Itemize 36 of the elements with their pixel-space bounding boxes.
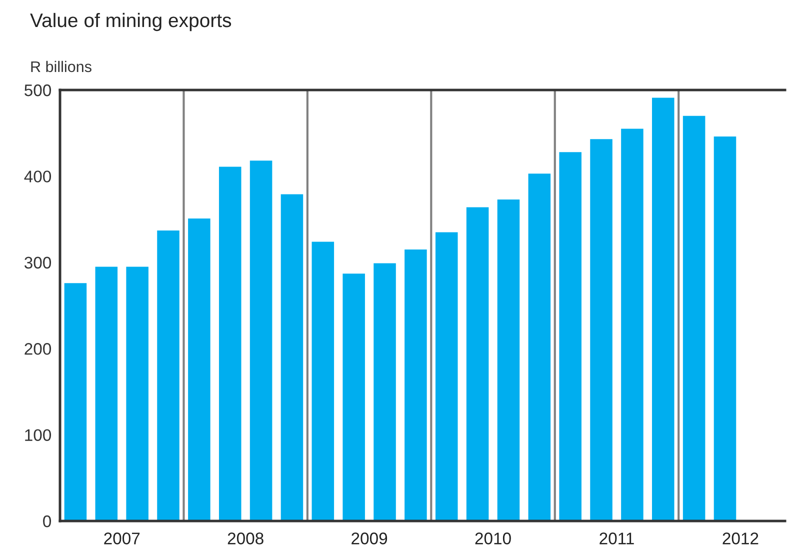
y-tick-label: 0: [43, 515, 52, 528]
x-tick-label: 2010: [475, 532, 511, 544]
y-tick-label: 300: [24, 256, 52, 269]
bar: [342, 274, 365, 521]
y-tick-label: 500: [24, 84, 52, 96]
bar: [218, 166, 242, 521]
x-tick-label: 2008: [228, 532, 264, 544]
bar: [466, 207, 489, 521]
y-tick-label: 400: [24, 170, 52, 182]
bar: [590, 139, 612, 521]
bar: [528, 174, 551, 521]
x-tick-label: 2007: [104, 532, 140, 544]
bar: [126, 266, 148, 521]
y-tick-label: 100: [25, 429, 52, 442]
bar: [64, 283, 87, 521]
bar: [404, 249, 427, 521]
bar: [312, 242, 334, 521]
bar: [652, 98, 674, 521]
bar: [157, 230, 180, 521]
y-tick-label: 200: [24, 343, 52, 355]
x-tick-label: 2009: [352, 532, 388, 544]
bar: [435, 232, 458, 521]
bar: [559, 152, 582, 521]
bar: [497, 199, 520, 521]
chart-title: Value of mining exports: [30, 12, 232, 32]
y-axis-title: R billions: [31, 60, 92, 72]
bar: [95, 266, 118, 521]
bar: [621, 128, 644, 521]
bar: [714, 136, 736, 521]
bar: [682, 116, 706, 521]
bar: [280, 194, 304, 521]
bar: [250, 160, 272, 521]
x-tick-label: 2011: [600, 532, 634, 544]
x-tick-label: 2012: [722, 532, 758, 544]
bar: [188, 218, 210, 521]
bar: [374, 263, 396, 521]
